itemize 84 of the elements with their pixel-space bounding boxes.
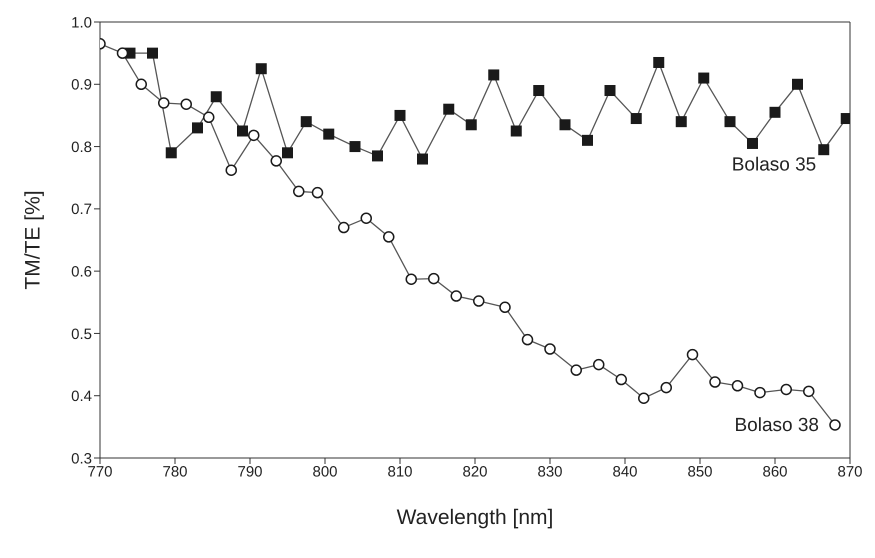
y-tick-label: 0.9 <box>71 76 92 94</box>
point <box>686 348 698 360</box>
point <box>818 144 830 156</box>
point <box>533 85 544 96</box>
point <box>747 138 758 149</box>
point <box>582 134 593 146</box>
point <box>360 212 372 224</box>
point <box>293 186 304 198</box>
y-tick-label: 0.8 <box>71 138 92 156</box>
point <box>544 343 556 355</box>
point <box>732 380 744 392</box>
x-tick-label: 830 <box>537 464 563 481</box>
point <box>158 97 170 109</box>
point <box>450 290 462 302</box>
point <box>270 155 282 167</box>
point <box>593 358 604 370</box>
y-tick-label: 0.6 <box>71 263 92 280</box>
point <box>754 386 766 398</box>
x-tick-label: 840 <box>612 464 638 481</box>
point <box>323 128 334 140</box>
y-tick-label: 0.7 <box>71 201 92 218</box>
point <box>312 186 324 198</box>
point <box>709 376 721 388</box>
point <box>136 78 147 90</box>
point <box>237 126 248 136</box>
y-tick-label: 0.4 <box>71 388 92 406</box>
point <box>698 72 710 84</box>
point <box>803 386 814 398</box>
point <box>203 112 214 124</box>
point <box>770 106 780 118</box>
x-tick-label: 800 <box>312 464 338 481</box>
point <box>604 85 616 96</box>
x-tick-label: 780 <box>162 464 188 481</box>
point <box>560 119 570 130</box>
point <box>300 116 312 128</box>
point <box>724 116 736 128</box>
point <box>840 113 850 124</box>
series-label: Bolaso 35 <box>732 154 816 176</box>
point <box>147 48 158 59</box>
point <box>116 47 128 59</box>
point <box>166 147 177 158</box>
y-tick-label: 0.5 <box>71 326 92 343</box>
y-tick-label: 1.0 <box>71 14 92 32</box>
point <box>226 164 237 176</box>
point <box>829 419 841 431</box>
point <box>570 364 582 376</box>
point <box>638 392 650 404</box>
point <box>428 272 440 284</box>
point <box>338 222 350 234</box>
point <box>522 334 534 346</box>
point <box>510 126 522 136</box>
point <box>780 384 792 396</box>
point <box>180 98 192 110</box>
point <box>372 150 383 162</box>
point <box>630 113 642 124</box>
point <box>443 104 454 115</box>
x-axis-title: Wavelength [nm] <box>396 506 554 529</box>
x-tick-label: 870 <box>837 464 863 481</box>
point <box>210 91 222 102</box>
x-tick-label: 820 <box>462 464 488 481</box>
point <box>417 154 428 165</box>
y-axis-title: TM/TE [%] <box>21 190 44 290</box>
x-tick-label: 790 <box>237 464 263 481</box>
point <box>248 130 260 142</box>
point <box>488 69 500 80</box>
point <box>256 63 267 74</box>
point <box>394 110 406 121</box>
x-tick-label: 810 <box>387 464 413 481</box>
point <box>383 231 394 243</box>
point <box>660 382 672 394</box>
point <box>499 302 511 314</box>
point <box>676 116 687 128</box>
point <box>616 374 627 386</box>
point <box>792 78 803 90</box>
series-label: Bolaso 38 <box>734 414 819 436</box>
point <box>406 273 417 285</box>
point <box>192 122 203 134</box>
x-tick-label: 860 <box>762 464 788 481</box>
point <box>466 119 477 130</box>
point <box>653 56 664 68</box>
point <box>282 147 293 158</box>
point <box>473 295 484 307</box>
point <box>350 141 360 152</box>
x-tick-label: 850 <box>687 464 713 481</box>
